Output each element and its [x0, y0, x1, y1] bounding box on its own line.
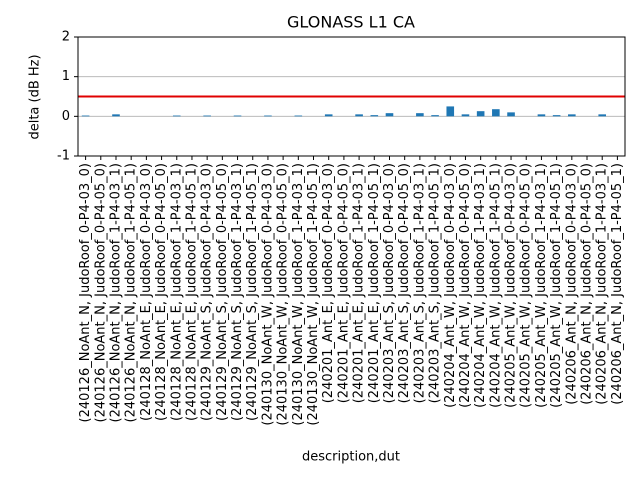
- x-tick-label: (240130_NoAnt_W, JudoRoof_1-P4-05_1): [306, 163, 321, 426]
- bar: [552, 115, 561, 117]
- x-tick-label: (240204_Ant_W, JudoRoof_1-P4-05_1): [488, 163, 503, 408]
- x-tick-label: (240201_Ant_E, JudoRoof_1-P4-05_1): [367, 163, 382, 403]
- y-tick-label: -1: [57, 149, 70, 164]
- bar: [598, 114, 607, 117]
- bar: [507, 112, 515, 117]
- x-tick-label: (240128_NoAnt_E, JudoRoof_1-P4-03_1): [169, 163, 184, 421]
- x-axis-label: description,dut: [302, 450, 400, 465]
- chart-title: GLONASS L1 CA: [287, 13, 415, 32]
- x-tick-label: (240201_Ant_E, JudoRoof_1-P4-03_1): [352, 163, 367, 403]
- bar: [476, 111, 485, 117]
- bar: [233, 115, 242, 117]
- x-tick-label: (240126_NoAnt_N, JudoRoof_0-P4-03_0): [78, 163, 93, 422]
- x-tick-label: (240206_Ant_N, JudoRoof_1-P4-05_1): [610, 163, 625, 405]
- bar: [385, 113, 394, 117]
- bar: [264, 115, 272, 117]
- bar: [112, 114, 120, 117]
- bar: [355, 114, 363, 117]
- x-tick-label: (240201_Ant_E, JudoRoof_0-P4-03_0): [321, 163, 336, 403]
- x-tick-label: (240205_Ant_W, JudoRoof_1-P4-03_1): [534, 163, 549, 408]
- bar: [172, 115, 181, 117]
- x-tick-label: (240204_Ant_W, JudoRoof_0-P4-03_0): [443, 163, 458, 408]
- bar: [324, 114, 333, 117]
- bar: [431, 115, 439, 117]
- x-tick-label: (240201_Ant_E, JudoRoof_0-P4-05_0): [336, 163, 351, 403]
- y-tick-label: 0: [62, 109, 70, 124]
- plot-frame: [77, 36, 626, 157]
- x-tick-label: (240205_Ant_W, JudoRoof_0-P4-03_0): [504, 163, 519, 408]
- x-tick-label: (240203_Ant_S, JudoRoof_0-P4-05_0): [397, 163, 412, 403]
- x-tick-label: (240126_NoAnt_N, JudoRoof_1-P4-03_1): [108, 163, 123, 422]
- x-tick-label: (240130_NoAnt_W, JudoRoof_0-P4-05_0): [276, 163, 291, 426]
- x-tick-label: (240206_Ant_N, JudoRoof_0-P4-03_0): [564, 163, 579, 405]
- x-tick-label: (240206_Ant_N, JudoRoof_1-P4-03_1): [595, 163, 610, 405]
- x-tick-label: (240203_Ant_S, JudoRoof_1-P4-03_1): [412, 163, 427, 403]
- x-tick-label: (240203_Ant_S, JudoRoof_0-P4-03_0): [382, 163, 397, 403]
- x-tick-label: (240128_NoAnt_E, JudoRoof_0-P4-05_0): [154, 163, 169, 421]
- bar: [81, 115, 90, 117]
- bar: [492, 109, 500, 117]
- x-tick-label: (240206_Ant_N, JudoRoof_0-P4-05_0): [580, 163, 595, 405]
- x-tick-label: (240129_NoAnt_S, JudoRoof_0-P4-05_0): [215, 163, 230, 421]
- bar: [568, 114, 576, 117]
- bar: [203, 115, 211, 117]
- bar: [461, 114, 470, 117]
- x-tick-label: (240126_NoAnt_N, JudoRoof_0-P4-05_0): [93, 163, 108, 422]
- x-tick-label: (240204_Ant_W, JudoRoof_0-P4-05_0): [458, 163, 473, 408]
- x-tick-label: (240129_NoAnt_S, JudoRoof_1-P4-05_1): [245, 163, 260, 421]
- x-tick-label: (240129_NoAnt_S, JudoRoof_0-P4-03_0): [200, 163, 215, 421]
- bar: [294, 115, 303, 117]
- y-tick-label: 1: [62, 69, 70, 84]
- x-tick-label: (240130_NoAnt_W, JudoRoof_0-P4-03_0): [260, 163, 275, 426]
- x-tick-label: (240204_Ant_W, JudoRoof_1-P4-03_1): [473, 163, 488, 408]
- x-tick-label: (240126_NoAnt_N, JudoRoof_1-P4-05_1): [124, 163, 139, 422]
- x-tick-label: (240205_Ant_W, JudoRoof_1-P4-05_1): [549, 163, 564, 408]
- x-tick-label: (240203_Ant_S, JudoRoof_1-P4-05_1): [428, 163, 443, 403]
- bar: [537, 114, 546, 117]
- x-tick-label: (240129_NoAnt_S, JudoRoof_1-P4-03_1): [230, 163, 245, 421]
- y-axis-label: delta (dB Hz): [28, 54, 43, 139]
- bar: [370, 115, 379, 117]
- bar: [446, 106, 455, 117]
- x-tick-label: (240130_NoAnt_W, JudoRoof_1-P4-03_1): [291, 163, 306, 426]
- y-tick-label: 2: [62, 30, 70, 45]
- x-tick-label: (240128_NoAnt_E, JudoRoof_1-P4-05_1): [184, 163, 199, 421]
- bar: [416, 113, 424, 117]
- x-tick-label: (240128_NoAnt_E, JudoRoof_0-P4-03_0): [139, 163, 154, 421]
- x-tick-label: (240205_Ant_W, JudoRoof_0-P4-05_0): [519, 163, 534, 408]
